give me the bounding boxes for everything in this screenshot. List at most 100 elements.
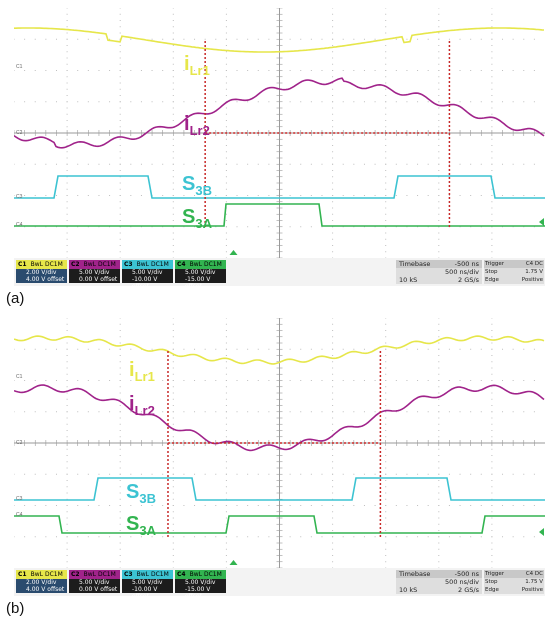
channel-id: C3 (124, 261, 133, 268)
channel-vdiv: 5.00 V/div (69, 269, 120, 276)
waveform-plot-a: iLr1 iLr2 S3B S3A C1 C2 C3 C4 (14, 8, 545, 258)
channel-box-c4[interactable]: C4 BwL DC1M 5.00 V/div -15.00 V offset (175, 570, 226, 600)
status-bar-b: C1 BwL DC1M 2.00 V/div 4.00 V offset C2 BwL DC1… (14, 568, 545, 600)
channel-bandwidth: BwL (136, 571, 149, 578)
channel-vdiv: 5.00 V/div (175, 269, 226, 276)
timebase-box[interactable]: Timebase -500 ns 500 ns/div 10 kS 2 GS/s (396, 260, 482, 284)
scope-screen-a: iLr1 iLr2 S3B S3A C1 C2 C3 C4 (14, 8, 545, 258)
channel-vdiv: 2.00 V/div (16, 269, 67, 276)
ground-marker-c4: C4 (16, 222, 23, 228)
channel-coupling: DC1M (97, 261, 116, 268)
channel-coupling: DC1M (203, 261, 222, 268)
status-bar-a: C1 BwL DC1M 2.00 V/div 4.00 V offset C2 BwL DC1… (14, 258, 545, 290)
waveform-plot-b: iLr1 iLr2 S3B S3A C1 C2 C3 C4 (14, 318, 545, 568)
signal-label-s3b: S3B (126, 481, 156, 506)
trace-ilr1 (14, 335, 545, 365)
timebase-rate: 500 ns/div (445, 268, 479, 276)
trigger-level: 1.75 V (525, 269, 543, 275)
trace-s3a (14, 515, 545, 534)
trigger-mode: Stop (485, 579, 498, 585)
trace-ilr2 (14, 77, 545, 149)
channel-id: C2 (71, 571, 80, 578)
timebase-srate: 2 GS/s (458, 586, 479, 594)
timebase-label: Timebase (399, 260, 431, 268)
signal-label-ilr1: iLr1 (184, 53, 210, 78)
timebase-srate: 2 GS/s (458, 276, 479, 284)
channel-id: C2 (71, 261, 80, 268)
channel-coupling: DC1M (150, 261, 169, 268)
signal-label-s3b: S3B (182, 173, 212, 198)
ground-marker-c2: C2 (16, 130, 23, 136)
channel-id: C1 (18, 571, 27, 578)
trigger-slope: Positive (521, 587, 543, 593)
signal-label-s3a: S3A (126, 513, 157, 538)
grid (14, 318, 535, 568)
channel-box-c4[interactable]: C4 BwL DC1M 5.00 V/div -15.00 V offset (175, 260, 226, 290)
channel-box-c3[interactable]: C3 BwL DC1M 5.00 V/div -10.00 V offset (122, 570, 173, 600)
channel-box-c1[interactable]: C1 BwL DC1M 2.00 V/div 4.00 V offset (16, 570, 67, 594)
channel-bandwidth: BwL (83, 261, 96, 268)
panel-label-a: (a) (6, 290, 25, 307)
timebase-value: -500 ns (454, 260, 479, 268)
channel-offset: 4.00 V offset (16, 276, 67, 283)
signal-label-s3a: S3A (182, 206, 213, 231)
channel-bandwidth: BwL (189, 261, 202, 268)
trigger-mode: Stop (485, 269, 498, 275)
trigger-time-marker (229, 560, 238, 565)
channel-vdiv: 5.00 V/div (122, 579, 173, 586)
ground-marker-c2: C2 (16, 440, 23, 446)
channel-box-c3[interactable]: C3 BwL DC1M 5.00 V/div -10.00 V offset (122, 260, 173, 290)
channel-offset: -15.00 V offset (175, 586, 226, 600)
trigger-slope: Positive (521, 277, 543, 283)
ground-marker-c4: C4 (16, 512, 23, 518)
channel-offset: -15.00 V offset (175, 276, 226, 290)
trigger-box[interactable]: Trigger C4 DC Stop 1.75 V Edge Positive (484, 570, 544, 594)
channel-id: C1 (18, 261, 27, 268)
timebase-samples: 10 kS (399, 586, 418, 594)
channel-coupling: DC1M (44, 571, 63, 578)
channel-id: C3 (124, 571, 133, 578)
channel-vdiv: 5.00 V/div (122, 269, 173, 276)
channel-coupling: DC1M (203, 571, 222, 578)
timebase-box[interactable]: Timebase -500 ns 500 ns/div 10 kS 2 GS/s (396, 570, 482, 594)
trace-ilr2 (14, 384, 545, 452)
channel-vdiv: 5.00 V/div (69, 579, 120, 586)
trace-s3b (14, 175, 545, 199)
trigger-level: 1.75 V (525, 579, 543, 585)
channel-box-c2[interactable]: C2 BwL DC1M 5.00 V/div 0.00 V offset (69, 570, 120, 594)
channel-offset: -10.00 V offset (122, 276, 173, 290)
channel-box-c2[interactable]: C2 BwL DC1M 5.00 V/div 0.00 V offset (69, 260, 120, 284)
signal-label-ilr2: iLr2 (129, 393, 155, 418)
panel-label-b: (b) (6, 600, 25, 617)
signal-label-ilr1: iLr1 (129, 359, 155, 384)
channel-id: C4 (177, 571, 186, 578)
timebase-value: -500 ns (454, 570, 479, 578)
trigger-coupling: C4 DC (525, 261, 543, 267)
trigger-level-marker (539, 218, 544, 226)
trace-s3a (14, 203, 545, 227)
trigger-type: Edge (485, 587, 499, 593)
ground-marker-c3: C3 (16, 194, 23, 200)
channel-offset: 0.00 V offset (69, 586, 120, 593)
channel-id: C4 (177, 261, 186, 268)
channel-bandwidth: BwL (30, 261, 43, 268)
ground-marker-c3: C3 (16, 496, 23, 502)
channel-box-c1[interactable]: C1 BwL DC1M 2.00 V/div 4.00 V offset (16, 260, 67, 284)
trigger-label: Trigger (485, 571, 504, 577)
trigger-type: Edge (485, 277, 499, 283)
trigger-box[interactable]: Trigger C4 DC Stop 1.75 V Edge Positive (484, 260, 544, 284)
channel-coupling: DC1M (97, 571, 116, 578)
trigger-coupling: C4 DC (525, 571, 543, 577)
ground-marker-c1: C1 (16, 374, 23, 380)
timebase-label: Timebase (399, 570, 431, 578)
trigger-label: Trigger (485, 261, 504, 267)
trace-s3b (14, 477, 545, 501)
channel-offset: -10.00 V offset (122, 586, 173, 600)
channel-coupling: DC1M (150, 571, 169, 578)
signal-label-ilr2: iLr2 (184, 113, 210, 138)
channel-offset: 4.00 V offset (16, 586, 67, 593)
channel-vdiv: 5.00 V/div (175, 579, 226, 586)
trigger-level-marker (539, 528, 544, 536)
ground-marker-c1: C1 (16, 64, 23, 70)
trigger-time-marker (229, 250, 238, 255)
